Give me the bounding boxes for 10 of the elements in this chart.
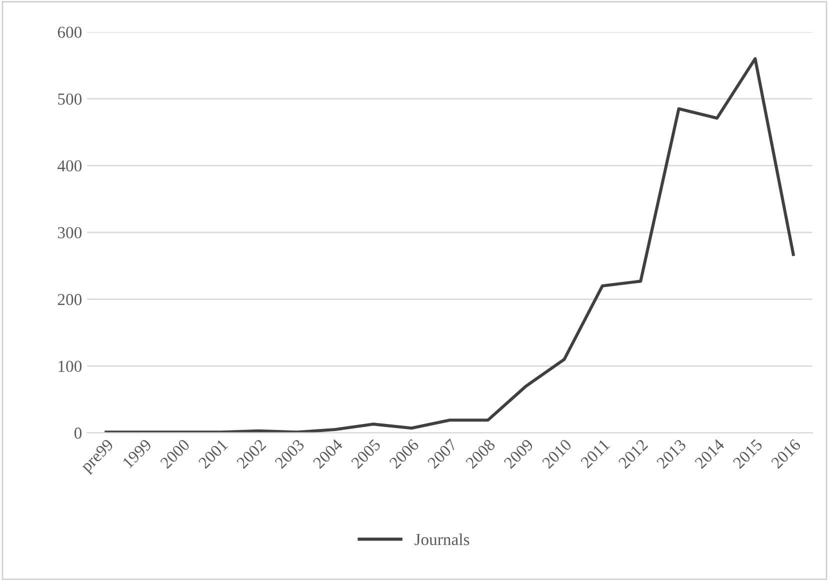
line-series bbox=[104, 57, 795, 433]
y-tick-label: 100 bbox=[58, 360, 82, 372]
legend-label: Journals bbox=[414, 533, 470, 546]
y-tick-label: 600 bbox=[58, 26, 82, 38]
x-tick-label: 2011 bbox=[580, 438, 610, 469]
y-tick-label: 300 bbox=[58, 227, 82, 238]
y-tick-label: 0 bbox=[74, 428, 82, 439]
y-tick-label: 200 bbox=[58, 294, 82, 306]
y-tick-label: 500 bbox=[58, 93, 82, 105]
y-tick-label: 400 bbox=[58, 160, 82, 172]
